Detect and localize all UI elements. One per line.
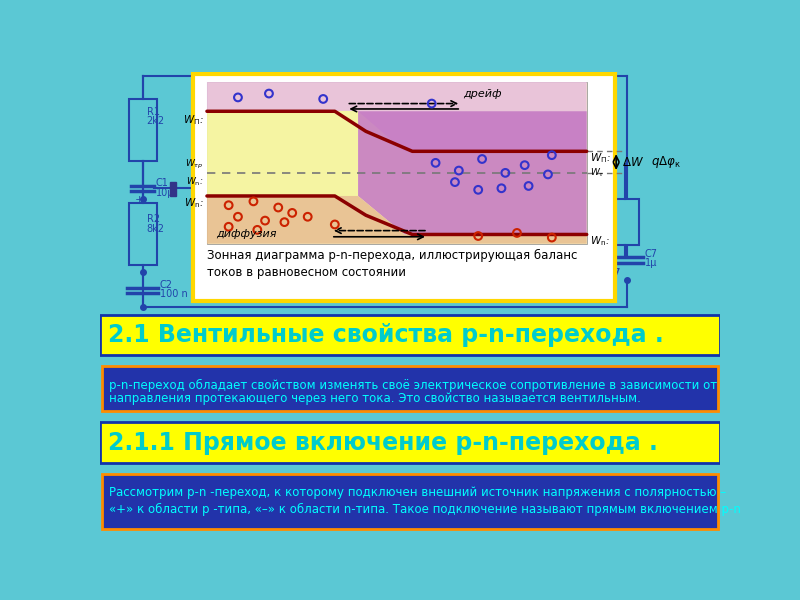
Text: $W_{\rm n}$:: $W_{\rm n}$:: [590, 235, 610, 248]
Text: Рассмотрим р-n -переход, к которому подключен внешний источник напряжения с поля: Рассмотрим р-n -переход, к которому подк…: [110, 486, 726, 499]
Text: 8k2: 8k2: [146, 224, 165, 233]
Bar: [100, 314, 720, 355]
Polygon shape: [207, 196, 586, 244]
Bar: [130, 203, 157, 265]
Text: R1: R1: [146, 107, 159, 116]
Text: р-n-переход обладает свойством изменять своё электрическое сопротивление в завис: р-n-переход обладает свойством изменять …: [110, 379, 718, 392]
Text: $W_{\rm n}$:: $W_{\rm n}$:: [184, 196, 204, 210]
Text: 1µ: 1µ: [645, 259, 658, 268]
Text: 10µ: 10µ: [156, 187, 174, 197]
Text: Зонная диаграмма p-n-перехода, иллюстрирующая баланс
токов в равновесном состоян: Зонная диаграмма p-n-перехода, иллюстрир…: [207, 249, 578, 279]
Text: дрейф: дрейф: [462, 89, 501, 99]
Bar: [170, 182, 176, 196]
Text: $W_{\rm \Pi}$:: $W_{\rm \Pi}$:: [590, 151, 610, 165]
Text: диффузия: диффузия: [216, 229, 277, 239]
Text: $q\Delta\varphi_{\rm к}$: $q\Delta\varphi_{\rm к}$: [651, 154, 681, 170]
Text: $W_{\rm \Pi}$:: $W_{\rm \Pi}$:: [183, 113, 204, 127]
Bar: [207, 82, 586, 244]
Text: C1: C1: [156, 178, 169, 188]
Text: 7: 7: [611, 267, 620, 281]
Bar: [100, 422, 720, 463]
Text: $W_{\tau}$: $W_{\tau}$: [590, 167, 605, 179]
Text: C2: C2: [160, 280, 173, 290]
Polygon shape: [207, 111, 358, 196]
Text: +: +: [610, 268, 619, 278]
Polygon shape: [358, 111, 586, 235]
Bar: [100, 72, 720, 312]
Text: $W_{\tau p}$: $W_{\tau p}$: [186, 158, 204, 172]
Bar: [102, 474, 718, 529]
Text: 2k2: 2k2: [146, 116, 165, 126]
Polygon shape: [207, 82, 586, 151]
Text: 2.1 Вентильные свойства p-n-перехода .: 2.1 Вентильные свойства p-n-перехода .: [108, 323, 663, 347]
Text: $W_{\rm n}$:: $W_{\rm n}$:: [186, 176, 204, 188]
Text: 2.1.1 Прямое включение p-n-перехода .: 2.1.1 Прямое включение p-n-перехода .: [108, 431, 658, 455]
Text: C7: C7: [645, 249, 658, 259]
Bar: [193, 74, 615, 301]
Text: +: +: [135, 195, 144, 205]
Text: R2: R2: [146, 214, 160, 224]
Bar: [102, 366, 718, 411]
Text: «+» к области р -типа, «–» к области n-типа. Такое подключение называют прямым в: «+» к области р -типа, «–» к области n-т…: [110, 503, 741, 516]
Bar: [130, 99, 157, 161]
Text: $\Delta W$: $\Delta W$: [622, 155, 644, 169]
Text: направления протекающего через него тока. Это свойство называется вентильным.: направления протекающего через него тока…: [110, 392, 641, 406]
Text: 100 n: 100 n: [160, 289, 187, 299]
Bar: [611, 199, 638, 245]
